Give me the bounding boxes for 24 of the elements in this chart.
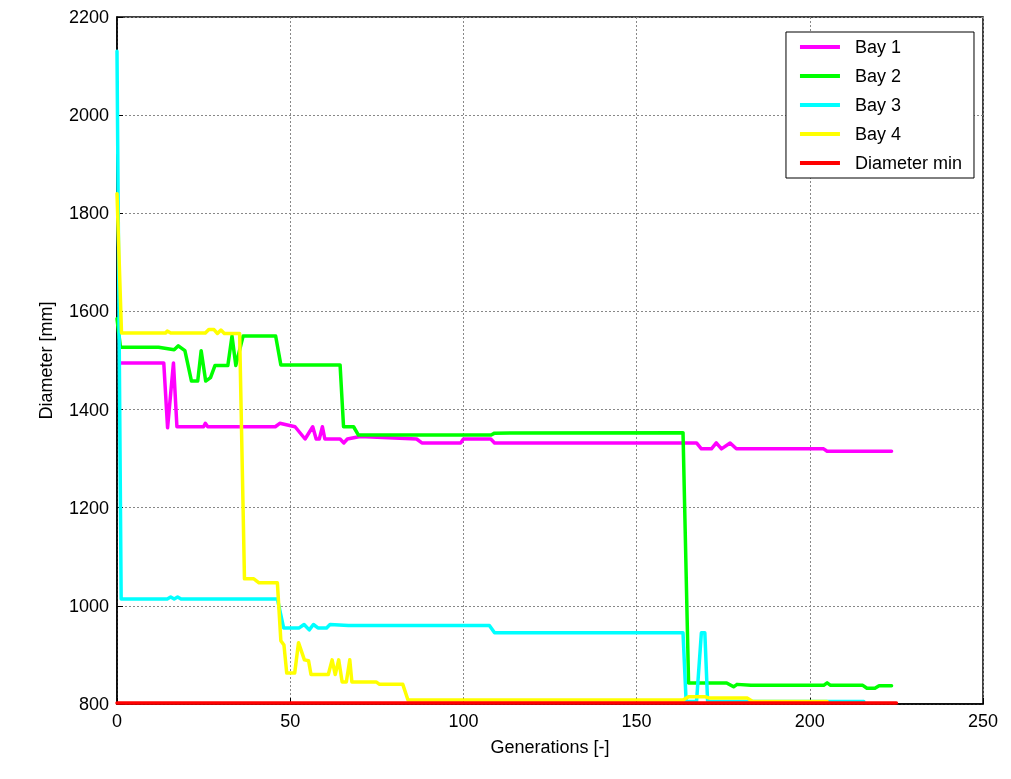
legend-label: Bay 3 xyxy=(854,95,902,115)
x-tick-label: 0 xyxy=(111,711,123,731)
y-tick-label: 1200 xyxy=(68,497,109,518)
line-series xyxy=(115,317,894,691)
y-tick-label: 1600 xyxy=(68,301,109,322)
x-tick-label: 50 xyxy=(280,711,301,731)
line-series xyxy=(115,191,829,704)
legend-label: Bay 2 xyxy=(854,66,902,86)
legend-label: Bay 4 xyxy=(854,124,902,144)
y-tick-label: 1400 xyxy=(68,399,109,420)
y-tick-label: 800 xyxy=(78,694,109,714)
y-tick-label: 2200 xyxy=(68,7,109,27)
x-tick-label: 150 xyxy=(621,711,652,731)
y-tick-label: 2000 xyxy=(68,105,109,126)
line-series xyxy=(118,361,894,454)
legend-label: Bay 1 xyxy=(854,37,902,57)
x-axis-title: Generations [-] xyxy=(490,737,610,757)
legend-label: Diameter min xyxy=(854,153,963,173)
y-tick-label: 1800 xyxy=(68,203,109,224)
x-tick-label: 100 xyxy=(448,711,479,731)
y-axis-title: Diameter [mm] xyxy=(36,301,56,420)
y-tick-label: 1000 xyxy=(68,595,109,616)
x-tick-label: 200 xyxy=(794,711,825,731)
x-tick-label: 250 xyxy=(967,711,999,731)
